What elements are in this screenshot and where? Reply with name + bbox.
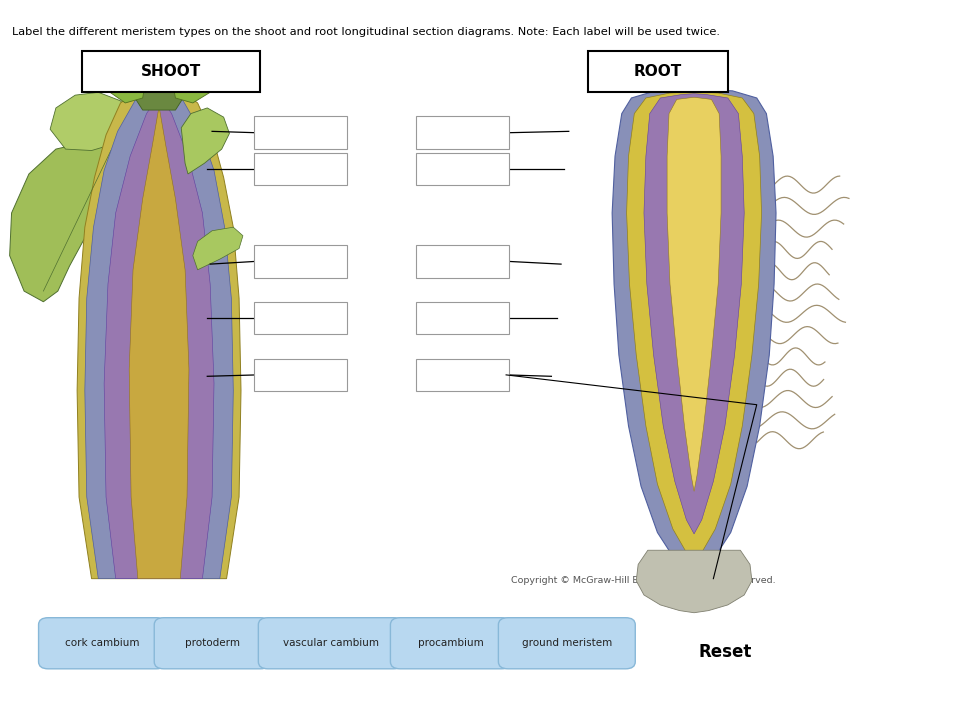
- Polygon shape: [50, 92, 133, 151]
- Polygon shape: [181, 108, 229, 174]
- Text: procambium: procambium: [417, 638, 484, 648]
- Text: Copyright © McGraw-Hill Education. All rights reserved.: Copyright © McGraw-Hill Education. All r…: [511, 577, 776, 585]
- FancyBboxPatch shape: [254, 153, 347, 185]
- Polygon shape: [10, 142, 127, 302]
- FancyBboxPatch shape: [254, 245, 347, 278]
- Text: Label the different meristem types on the shoot and root longitudinal section di: Label the different meristem types on th…: [12, 27, 719, 37]
- Polygon shape: [104, 95, 214, 579]
- Text: Reset: Reset: [699, 643, 752, 661]
- Polygon shape: [85, 89, 233, 579]
- Polygon shape: [174, 72, 214, 103]
- FancyBboxPatch shape: [416, 302, 509, 334]
- FancyBboxPatch shape: [254, 116, 347, 149]
- Polygon shape: [77, 84, 241, 579]
- Text: ground meristem: ground meristem: [522, 638, 612, 648]
- FancyBboxPatch shape: [254, 302, 347, 334]
- FancyBboxPatch shape: [82, 51, 260, 92]
- FancyBboxPatch shape: [254, 359, 347, 391]
- FancyBboxPatch shape: [416, 245, 509, 278]
- Polygon shape: [667, 97, 721, 491]
- Text: cork cambium: cork cambium: [65, 638, 140, 648]
- Polygon shape: [129, 106, 189, 579]
- Polygon shape: [627, 92, 762, 557]
- FancyBboxPatch shape: [416, 116, 509, 149]
- Polygon shape: [193, 227, 243, 270]
- FancyBboxPatch shape: [498, 618, 635, 669]
- Polygon shape: [135, 67, 183, 110]
- Text: SHOOT: SHOOT: [141, 64, 201, 80]
- Text: protoderm: protoderm: [184, 638, 240, 648]
- FancyBboxPatch shape: [416, 359, 509, 391]
- Polygon shape: [644, 94, 744, 534]
- Polygon shape: [636, 550, 752, 613]
- Text: vascular cambium: vascular cambium: [282, 638, 379, 648]
- Polygon shape: [612, 89, 776, 569]
- Polygon shape: [104, 71, 145, 103]
- FancyBboxPatch shape: [258, 618, 403, 669]
- FancyBboxPatch shape: [39, 618, 166, 669]
- FancyBboxPatch shape: [588, 51, 728, 92]
- FancyBboxPatch shape: [416, 153, 509, 185]
- FancyBboxPatch shape: [154, 618, 270, 669]
- FancyBboxPatch shape: [390, 618, 511, 669]
- Text: ROOT: ROOT: [633, 64, 683, 80]
